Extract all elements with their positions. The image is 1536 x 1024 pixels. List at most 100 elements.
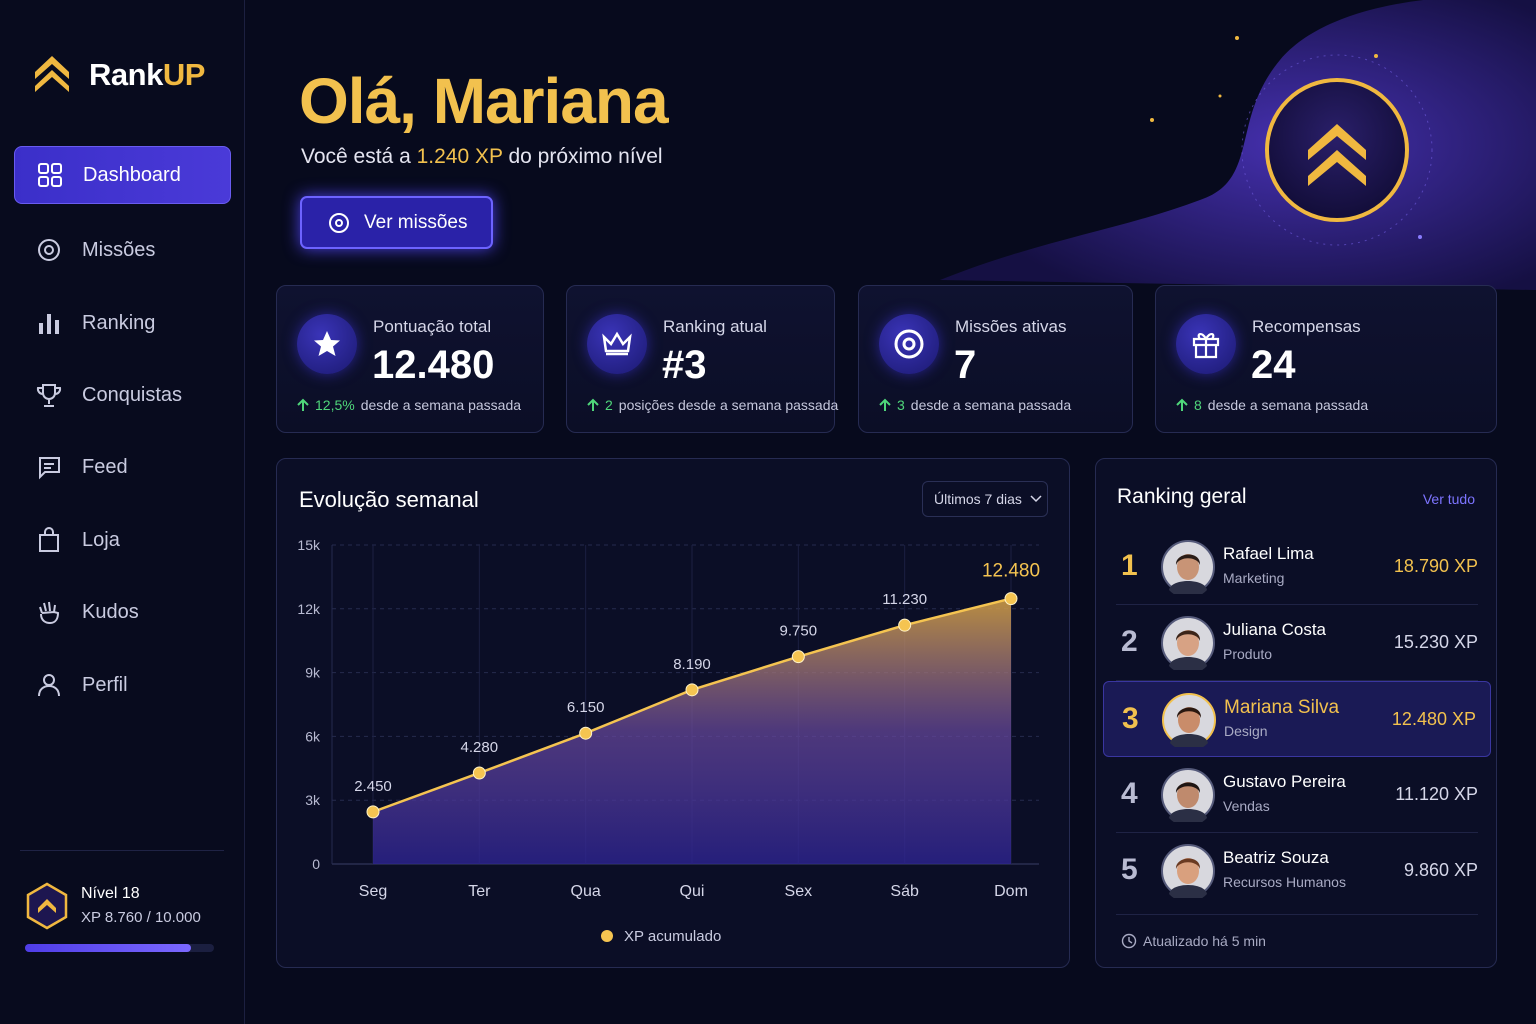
rank-number: 1 — [1121, 549, 1138, 582]
stat-icon — [879, 314, 939, 374]
rank-number: 5 — [1121, 853, 1138, 886]
rank-number: 2 — [1121, 625, 1138, 658]
nav-label: Loja — [82, 528, 120, 551]
greeting: Olá, Mariana — [299, 65, 669, 137]
nav-item[interactable]: Missões — [14, 221, 231, 279]
point — [366, 805, 380, 819]
player-xp: 15.230 XP — [1393, 632, 1478, 652]
point — [791, 650, 805, 664]
y-tick-label: 15k — [297, 537, 321, 553]
y-tick-label: 12k — [297, 601, 321, 617]
stat-value: 7 — [954, 343, 977, 387]
change-note: desde a semana passada — [1207, 397, 1369, 413]
player-department: Recursos Humanos — [1223, 874, 1346, 890]
subtitle-highlight: 1.240 XP — [416, 145, 503, 168]
player-xp: 18.790 XP — [1393, 556, 1478, 576]
hero-decoration — [940, 0, 1536, 290]
avatar — [1161, 768, 1215, 822]
y-tick-label: 6k — [305, 728, 321, 744]
nav-item[interactable]: Loja — [14, 511, 231, 569]
stat-card: Missões ativas 7 3 desde a semana passada — [858, 285, 1133, 433]
value-label: 11.230 — [882, 591, 927, 608]
logo-icon — [35, 56, 69, 92]
brand-accent: UP — [162, 57, 206, 92]
stat-label: Ranking atual — [663, 317, 767, 336]
nav-label: Dashboard — [83, 163, 181, 186]
subtitle-text: Você está a — [301, 145, 411, 168]
change-note: desde a semana passada — [360, 397, 522, 413]
nav-item[interactable]: Kudos — [14, 583, 231, 641]
stat-label: Recompensas — [1252, 317, 1361, 336]
player-xp: 12.480 XP — [1391, 709, 1476, 729]
x-tick-label: Ter — [468, 883, 491, 900]
nav-icon — [38, 674, 60, 697]
clock-icon — [1121, 933, 1137, 949]
chart: 0 3k 6k 9k 12k 15k Seg Ter Qua Qui Sex Sáb Dom 2.450 4… — [297, 537, 1040, 945]
chart-panel: Evolução semanal Últimos 7 dias 0 3k 6k 9k 1… — [276, 458, 1070, 968]
stat-icon — [1176, 314, 1236, 374]
stat-card: Recompensas 24 8 desde a semana passada — [1155, 285, 1497, 433]
change-value: 8 — [1194, 397, 1202, 413]
progress-bar — [25, 944, 191, 952]
level-badge — [26, 882, 68, 930]
avatar — [1161, 844, 1215, 898]
y-tick-label: 3k — [305, 792, 321, 808]
point — [1004, 592, 1018, 606]
ranking-row[interactable]: 2 Juliana Costa Produto 15.230 XP — [1116, 605, 1478, 681]
ranking-panel: Ranking geral Ver tudo Atualizado há 5 m… — [1095, 458, 1497, 968]
rank-number: 4 — [1121, 777, 1138, 810]
brand-main: Rank — [89, 57, 163, 92]
brand: RankUP — [89, 57, 205, 93]
range-selector[interactable]: Últimos 7 dias — [922, 481, 1048, 517]
nav-item[interactable]: Perfil — [14, 656, 231, 714]
nav-icon — [38, 163, 62, 187]
nav-item[interactable]: Ranking — [14, 294, 231, 352]
nav-label: Ranking — [82, 311, 156, 334]
player-name: Mariana Silva — [1224, 697, 1340, 718]
avatar — [1161, 540, 1215, 594]
stat-icon — [587, 314, 647, 374]
progress-track — [25, 944, 214, 952]
ranking-row[interactable]: 3 Mariana Silva Design 12.480 XP — [1103, 681, 1491, 757]
nav-icon — [39, 527, 59, 552]
value-label: 4.280 — [461, 739, 499, 756]
x-tick-label: Qua — [571, 883, 601, 900]
y-tick-label: 0 — [312, 856, 320, 872]
button-icon — [329, 212, 349, 233]
ranking-row[interactable]: 1 Rafael Lima Marketing 18.790 XP — [1116, 529, 1478, 605]
chart-title: Evolução semanal — [299, 487, 479, 512]
avatar — [1162, 693, 1216, 747]
ranking-link[interactable]: Ver tudo — [1422, 491, 1475, 507]
x-tick-label: Seg — [359, 883, 387, 900]
point — [898, 618, 912, 632]
player-department: Vendas — [1223, 798, 1270, 814]
x-tick-label: Qui — [680, 883, 705, 900]
nav-item[interactable]: Conquistas — [14, 366, 231, 424]
legend-marker — [601, 930, 613, 942]
change-value: 2 — [605, 397, 613, 413]
missions-button[interactable]: Ver missões — [300, 196, 493, 249]
stat-value: 12.480 — [372, 343, 495, 387]
ranking-row[interactable]: 5 Beatriz Souza Recursos Humanos 9.860 XP — [1116, 833, 1478, 909]
change-value: 12,5% — [315, 397, 355, 413]
avatar — [1161, 616, 1215, 670]
change-note: desde a semana passada — [910, 397, 1072, 413]
nav-item[interactable]: Dashboard — [14, 146, 231, 204]
nav-label: Perfil — [82, 673, 128, 696]
value-label: 9.750 — [780, 623, 818, 640]
nav-icon — [38, 239, 60, 261]
player-name: Rafael Lima — [1223, 544, 1314, 563]
point — [579, 726, 593, 740]
nav-item[interactable]: Feed — [14, 438, 231, 496]
hero-subtitle: Você está a 1.240 XP do próximo nível — [301, 145, 663, 169]
stat-change: 2 posições desde a semana passada — [587, 397, 838, 413]
stat-card: Pontuação total 12.480 12,5% desde a semana… — [276, 285, 544, 433]
sidebar: RankUP Dashboard Missões Ranking Conquis… — [0, 0, 245, 1024]
nav-label: Kudos — [82, 600, 139, 623]
ranking-title: Ranking geral — [1117, 485, 1247, 508]
stat-icon — [297, 314, 357, 374]
stat-card: Ranking atual #3 2 posições desde a semana … — [566, 285, 838, 433]
ranking-row[interactable]: 4 Gustavo Pereira Vendas 11.120 XP — [1116, 757, 1478, 833]
button-label: Ver missões — [364, 211, 468, 233]
